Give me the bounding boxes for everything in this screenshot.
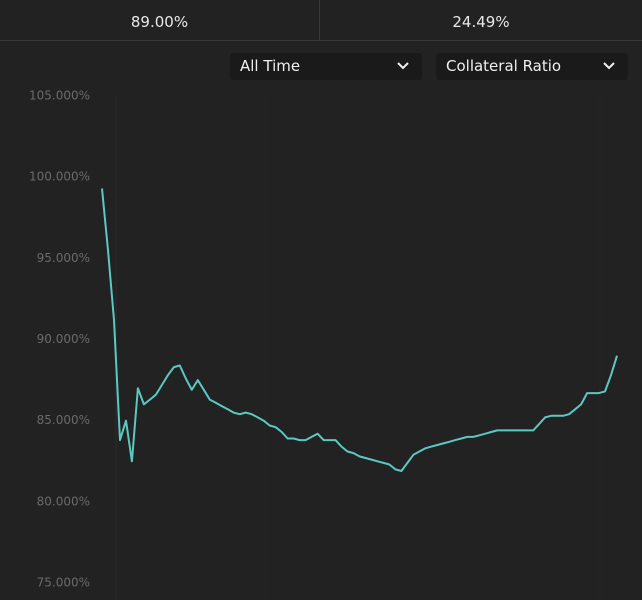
range-dropdown[interactable]: All Time [230, 53, 422, 80]
stat-value: 24.49% [452, 13, 510, 31]
y-tick-label: 95.000% [37, 251, 90, 265]
data-line [101, 188, 618, 472]
y-tick-label: 85.000% [37, 413, 90, 427]
stats-border [0, 40, 642, 41]
chevron [603, 62, 615, 70]
y-tick-label: 90.000% [37, 332, 90, 346]
stats-divider [319, 0, 320, 40]
metric-dropdown[interactable]: Collateral Ratio [436, 53, 628, 80]
chevron [397, 62, 409, 70]
stat-value: 89.00% [130, 13, 189, 31]
dropdown-label: Collateral Ratio [446, 57, 562, 75]
y-tick-label: 80.000% [37, 494, 90, 508]
y-tick-label: 100.000% [29, 170, 90, 184]
y-tick-label: 75.000% [37, 576, 90, 590]
y-tick-label: 105.000% [29, 89, 90, 103]
dropdown-label: All Time [240, 57, 301, 75]
